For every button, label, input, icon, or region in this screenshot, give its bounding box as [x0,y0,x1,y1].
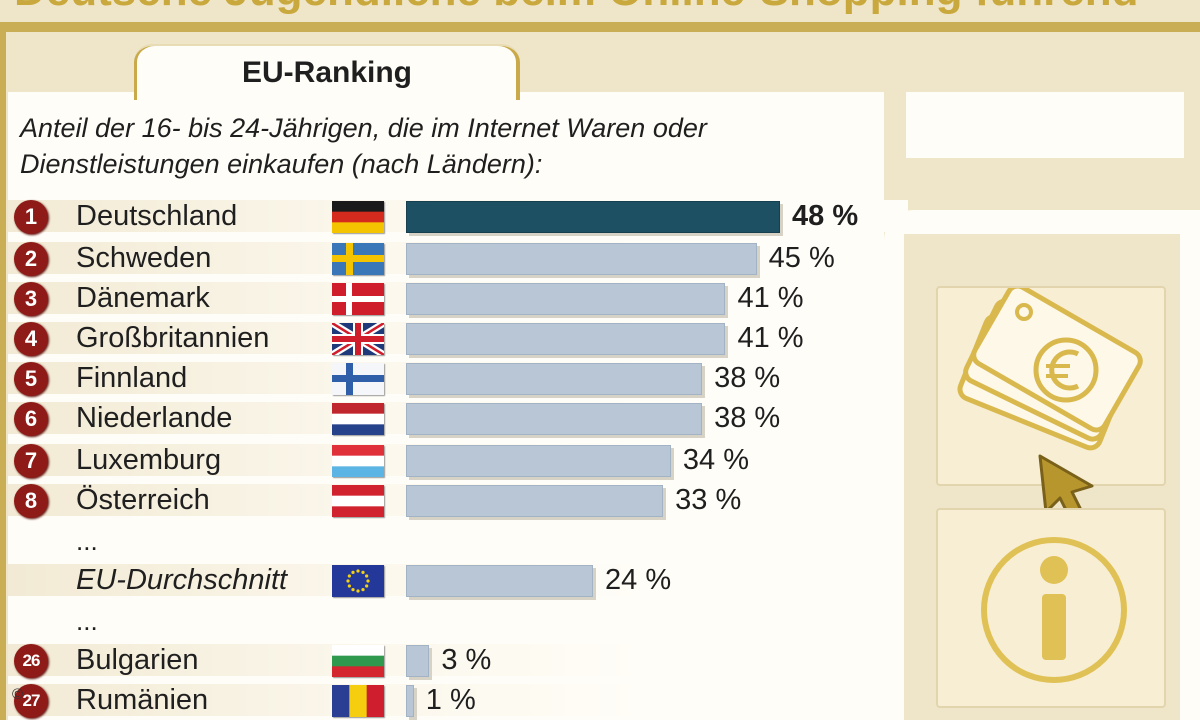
country-label: Bulgarien [76,644,199,676]
info-icon-box[interactable] [936,508,1166,708]
country-label: Niederlande [76,402,233,434]
rank-badge: 2 [14,242,48,276]
bar [406,323,726,355]
data-label: 24 % [605,564,672,596]
data-label: 48 % [792,200,859,232]
data-label: 1 % [425,684,476,716]
flag-dk-icon [332,283,384,315]
page-title: Deutsche Jugendliche beim Online-Shoppin… [14,0,1139,16]
flag-ro-icon [332,685,384,717]
flag-de-icon [332,201,384,233]
flag-nl-icon [332,403,384,435]
country-label: Finnland [76,362,188,394]
bar [406,645,430,677]
bar [406,565,593,597]
bar [406,403,703,435]
flag-se-icon [332,243,384,275]
data-label: 33 % [675,484,742,516]
bar [406,243,757,275]
flag-eu-icon [332,565,384,597]
side-top-inner [906,92,1184,158]
ellipsis-lower: ... [76,606,98,636]
flag-at-icon [332,485,384,517]
country-label: Rumänien [76,684,209,716]
title-underline [0,22,1200,32]
flag-fi-icon [332,363,384,395]
bar [406,283,726,315]
country-label: Schweden [76,242,212,274]
flag-gb-icon [332,323,384,355]
tab-eu-ranking[interactable]: EU-Ranking [134,44,520,100]
info-icon [981,537,1127,683]
country-label: Deutschland [76,200,238,232]
rank-badge: 7 [14,444,48,478]
row-band [8,644,908,676]
data-label: 41 % [737,322,804,354]
row-band [8,684,908,716]
left-border [0,22,6,720]
bar [406,485,664,517]
data-label: 34 % [682,444,750,476]
rank-badge: 5 [14,362,48,396]
data-label: 45 % [768,242,835,274]
bar [406,201,780,233]
bar [406,363,703,395]
rank-badge: 3 [14,282,48,316]
bar [406,445,671,477]
data-label: 38 % [714,402,781,434]
bar [406,685,414,717]
flag-bg-icon [332,645,384,677]
shopping-icon-box[interactable] [936,286,1166,486]
country-label: Dänemark [76,282,210,314]
ellipsis-upper: ... [76,526,98,556]
rank-badge: 27 [14,684,48,718]
rank-badge: 4 [14,322,48,356]
rank-badge: 1 [14,200,48,234]
tab-label: EU-Ranking [241,56,412,89]
chart-subtitle: Anteil der 16- bis 24-Jährigen, die im I… [20,113,707,179]
data-label: 3 % [441,644,492,676]
rank-badge: 6 [14,402,48,436]
copyright-mark: © [12,686,24,703]
country-label: EU-Durchschnitt [76,564,288,596]
rank-badge: 8 [14,484,48,518]
data-label: 38 % [714,362,781,394]
data-label: 41 % [737,282,804,314]
euro-cards-icon [957,288,1143,451]
flag-lu-icon [332,445,384,477]
country-label: Großbritannien [76,322,270,354]
country-label: Österreich [76,484,210,516]
rank-badge: 26 [14,644,48,678]
country-label: Luxemburg [76,444,222,476]
